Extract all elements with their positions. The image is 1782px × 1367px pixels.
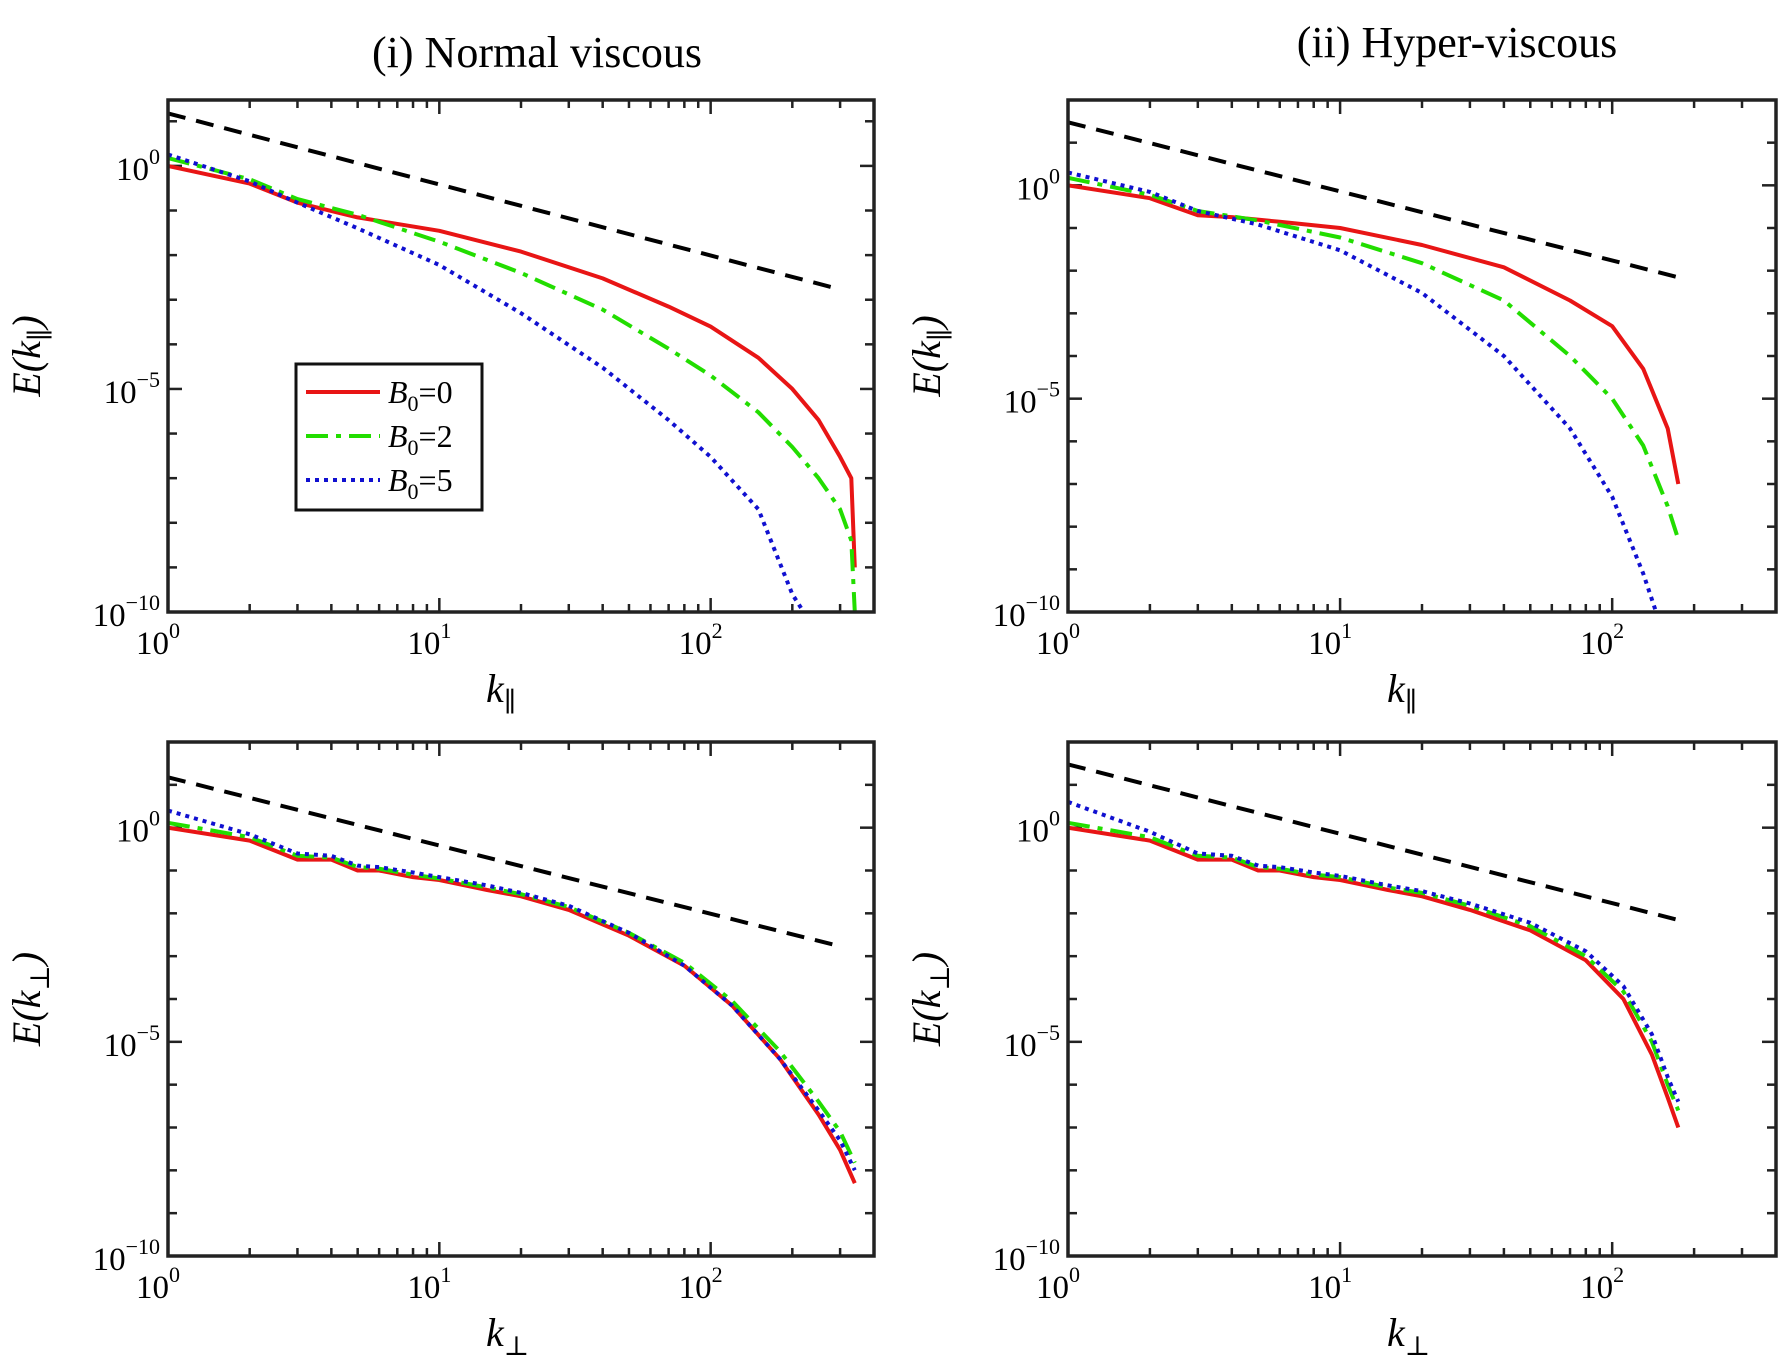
x-tick-label: 101	[407, 1262, 451, 1306]
series-line-b0-5	[1068, 800, 1681, 1103]
legend: B0=0B0=2B0=5	[294, 362, 484, 512]
series-line-b0-2	[168, 820, 857, 1164]
x-tick-label: 101	[1308, 618, 1352, 662]
ticks	[1066, 98, 1778, 614]
x-tick-label: 100	[1036, 1262, 1080, 1306]
series-line-reference	[168, 775, 841, 949]
series-line-b0-0	[1068, 183, 1681, 485]
x-tick-label: 102	[1580, 618, 1624, 662]
x-axis-label: k⊥	[486, 1310, 529, 1361]
y-tick-label: 10−10	[993, 590, 1060, 634]
panel-top-right: 100 101 102 10−10 10−5 100 k∥ E(k∥)	[904, 98, 1778, 717]
y-tick-label: 10−5	[1004, 1020, 1060, 1064]
series-line-reference	[1068, 762, 1679, 922]
series-line-b0-5	[168, 152, 806, 612]
panel-bottom-left: 100 101 102 10−10 10−5 100 k⊥ E(k⊥)	[4, 740, 876, 1361]
x-tick-label: 102	[679, 618, 723, 662]
x-tick-label: 101	[407, 618, 451, 662]
y-axis-label: E(k⊥)	[904, 952, 955, 1047]
y-axis-label: E(k∥)	[904, 315, 955, 397]
x-tick-label: 101	[1308, 1262, 1352, 1306]
y-tick-label: 100	[1016, 806, 1060, 850]
x-tick-label: 102	[1580, 1262, 1624, 1306]
plot-frame	[166, 98, 876, 614]
series-line-b0-0	[168, 825, 857, 1185]
y-tick-label: 10−10	[93, 1234, 160, 1278]
series-line-b0-0	[1068, 825, 1681, 1129]
y-tick-label: 100	[116, 806, 160, 850]
series-line-b0-2	[1068, 175, 1681, 541]
series-line-b0-5	[168, 808, 857, 1172]
y-tick-label: 10−10	[93, 590, 160, 634]
series-line-b0-5	[1068, 170, 1658, 612]
x-tick-label: 100	[1036, 618, 1080, 662]
y-tick-label: 100	[1016, 163, 1060, 207]
plot-frame	[1066, 740, 1778, 1258]
panel-bottom-right: 100 101 102 10−10 10−5 100 k⊥ E(k⊥)	[904, 740, 1778, 1361]
series-line-b0-0	[168, 163, 857, 568]
x-axis-label: k∥	[486, 666, 516, 717]
panels: 100 101 102 10−10 10−5 100 k∥ E(k∥) B0=0B0=2B0=5…	[4, 98, 1778, 1361]
column-title-normal-viscous: (i) Normal viscous	[372, 28, 702, 77]
y-tick-label: 10−5	[1004, 377, 1060, 421]
legend-label: B0=5	[388, 462, 453, 504]
plot-frame	[1066, 98, 1778, 614]
legend-label: B0=0	[388, 374, 453, 416]
series-line-b0-2	[1068, 820, 1681, 1112]
ticks	[1066, 740, 1778, 1258]
series-group	[168, 775, 857, 1185]
series-line-reference	[1068, 120, 1679, 280]
y-tick-label: 10−5	[104, 367, 160, 411]
column-title-hyper-viscous: (ii) Hyper-viscous	[1297, 18, 1617, 67]
series-line-reference	[168, 111, 841, 292]
plot-frame	[166, 740, 876, 1258]
ticks	[166, 740, 876, 1258]
x-tick-label: 100	[136, 1262, 180, 1306]
series-group	[1068, 762, 1681, 1129]
x-axis-label: k⊥	[1387, 1310, 1430, 1361]
panel-top-left: 100 101 102 10−10 10−5 100 k∥ E(k∥) B0=0B0=2B0=5	[4, 98, 876, 717]
y-tick-label: 10−10	[993, 1234, 1060, 1278]
series-group	[168, 111, 857, 612]
series-line-b0-2	[168, 156, 857, 612]
x-tick-label: 100	[136, 618, 180, 662]
ticks	[166, 100, 876, 614]
y-axis-label: E(k∥)	[4, 315, 55, 397]
series-group	[1068, 120, 1681, 612]
x-tick-label: 102	[679, 1262, 723, 1306]
legend-label: B0=2	[388, 418, 453, 460]
x-axis-label: k∥	[1387, 666, 1417, 717]
y-tick-label: 100	[116, 144, 160, 188]
y-axis-label: E(k⊥)	[4, 952, 55, 1047]
y-tick-label: 10−5	[104, 1020, 160, 1064]
